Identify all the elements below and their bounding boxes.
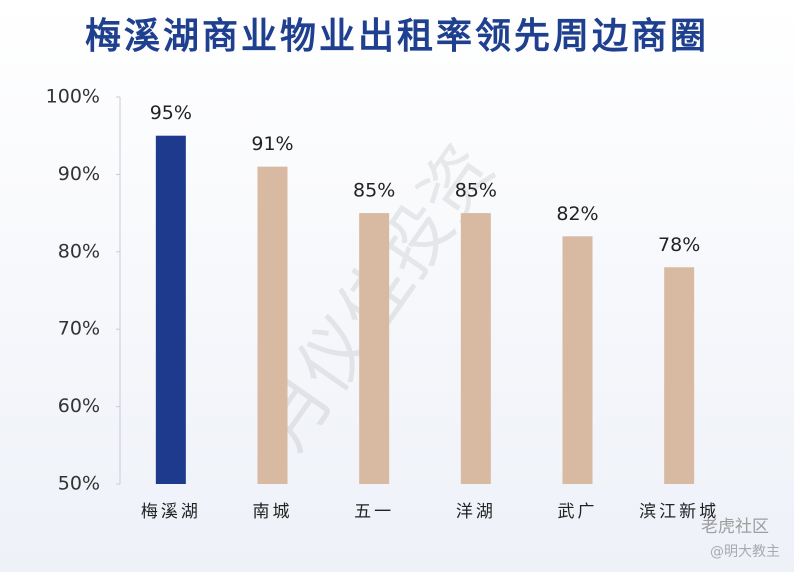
bar: [359, 213, 390, 484]
x-tick-label: 洋湖: [456, 502, 496, 522]
bar: [562, 236, 593, 484]
value-label: 95%: [150, 102, 192, 124]
value-label: 82%: [556, 203, 598, 225]
bar: [257, 166, 288, 484]
value-label: 78%: [658, 234, 700, 256]
y-tick-label: 70%: [58, 318, 100, 340]
watermark: @明大教主: [710, 544, 780, 560]
chart-title: 梅溪湖商业物业出租率领先周边商圈: [85, 16, 709, 57]
bar: [460, 213, 491, 484]
x-tick-label: 滨江新城: [639, 502, 719, 522]
x-tick-label: 武广: [558, 502, 598, 522]
x-tick-label: 南城: [253, 502, 293, 522]
value-label: 91%: [251, 133, 293, 155]
x-tick-label: 梅溪湖: [141, 502, 201, 522]
y-tick-label: 50%: [58, 473, 100, 495]
value-label: 85%: [353, 180, 395, 202]
watermark: 老虎社区: [701, 517, 769, 537]
bar: [155, 135, 186, 484]
y-tick-label: 90%: [58, 163, 100, 185]
x-tick-label: 五一: [354, 502, 394, 522]
y-tick-label: 60%: [58, 395, 100, 417]
y-tick-label: 100%: [46, 86, 100, 108]
y-tick-label: 80%: [58, 240, 100, 262]
bar: [664, 267, 695, 484]
value-label: 85%: [455, 180, 497, 202]
